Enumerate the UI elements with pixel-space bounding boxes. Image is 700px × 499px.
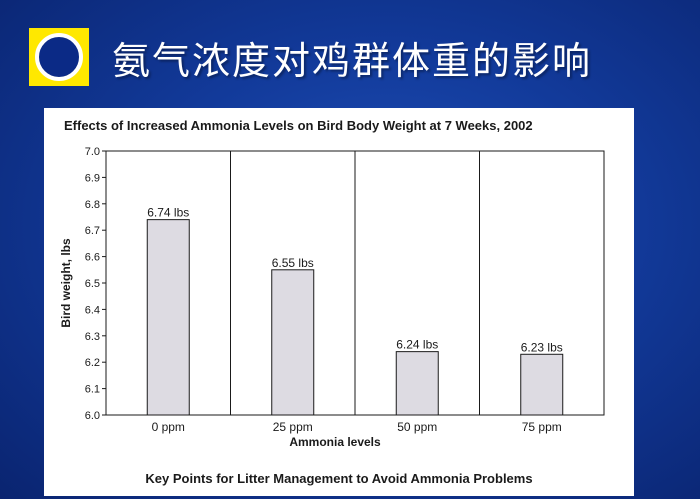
- y-tick-label: 6.1: [85, 384, 100, 396]
- bar: [271, 269, 315, 416]
- y-tick-label: 6.2: [85, 357, 100, 369]
- x-tick-label: 0 ppm: [152, 420, 185, 434]
- logo-ring-icon: [35, 33, 83, 81]
- bar: [146, 219, 190, 416]
- y-tick-label: 6.0: [85, 410, 100, 422]
- y-tick-label: 7.0: [85, 146, 100, 158]
- slide-title: 氨气浓度对鸡群体重的影响: [112, 39, 593, 83]
- y-axis-title: Bird weight, lbs: [59, 238, 73, 328]
- y-tick-label: 6.6: [85, 252, 100, 264]
- bar-chart: 6.0 6.1 6.2 6.3 6.4 6.5 6.6 6.7 6.8 6.9 7.0 6.74 lb…: [59, 146, 605, 449]
- y-tick-label: 6.8: [85, 199, 100, 211]
- y-tick-label: 6.7: [85, 225, 100, 237]
- chart-title: Effects of Increased Ammonia Levels on B…: [64, 118, 533, 133]
- y-tick-label: 6.4: [85, 304, 100, 316]
- x-axis-title: Ammonia levels: [289, 435, 381, 449]
- data-label: 6.74 lbs: [147, 206, 189, 220]
- y-tick-label: 6.9: [85, 172, 100, 184]
- data-label: 6.24 lbs: [396, 338, 438, 352]
- bar: [395, 351, 439, 416]
- y-tick-label: 6.5: [85, 278, 100, 290]
- x-tick-label: 50 ppm: [397, 420, 437, 434]
- chart-figure: Effects of Increased Ammonia Levels on B…: [44, 108, 634, 496]
- data-label: 6.55 lbs: [272, 256, 314, 270]
- x-tick-label: 75 ppm: [522, 420, 562, 434]
- data-label: 6.23 lbs: [521, 340, 563, 354]
- bar: [520, 353, 564, 416]
- figure-footer-text: Key Points for Litter Management to Avoi…: [145, 471, 533, 486]
- y-tick-label: 6.3: [85, 331, 100, 343]
- x-tick-label: 25 ppm: [273, 420, 313, 434]
- logo-square-icon: [29, 28, 89, 86]
